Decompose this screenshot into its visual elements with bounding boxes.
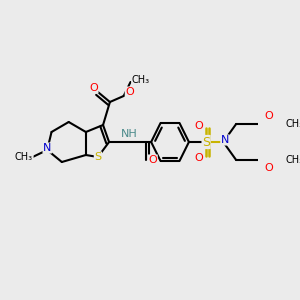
Text: S: S	[94, 152, 101, 162]
Text: CH₃: CH₃	[286, 155, 300, 165]
Text: N: N	[221, 135, 229, 145]
Text: O: O	[264, 163, 273, 173]
Text: O: O	[148, 155, 157, 165]
Text: CH₃: CH₃	[286, 119, 300, 129]
Text: O: O	[195, 121, 204, 131]
Text: O: O	[89, 83, 98, 93]
Text: O: O	[195, 153, 204, 163]
Text: O: O	[264, 111, 273, 121]
Text: O: O	[125, 87, 134, 97]
Text: CH₃: CH₃	[132, 75, 150, 85]
Text: N: N	[43, 143, 51, 153]
Text: CH₃: CH₃	[15, 152, 33, 162]
Text: S: S	[202, 136, 210, 148]
Text: NH: NH	[121, 129, 138, 139]
